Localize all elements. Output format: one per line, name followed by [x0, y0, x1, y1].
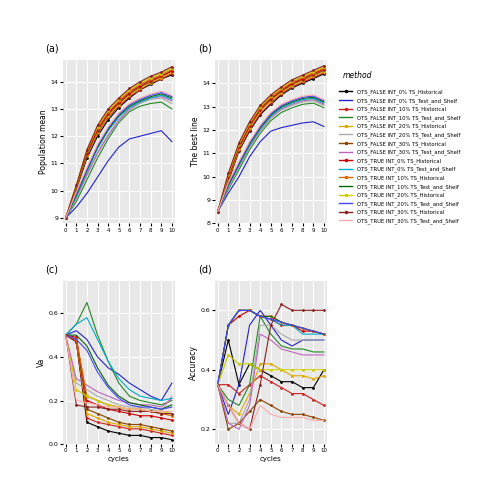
X-axis label: cycles: cycles [260, 456, 281, 462]
Y-axis label: Population mean: Population mean [38, 109, 48, 174]
Text: (a): (a) [46, 44, 59, 54]
Y-axis label: Accuracy: Accuracy [188, 345, 198, 380]
X-axis label: cycles: cycles [108, 456, 130, 462]
Text: (b): (b) [198, 44, 211, 54]
Y-axis label: The best line: The best line [190, 117, 200, 166]
Text: method: method [342, 71, 372, 80]
Legend: OTS_FALSE INT_0% TS_Historical, OTS_FALSE INT_0% TS_Test_and_Shelf, OTS_FALSE IN: OTS_FALSE INT_0% TS_Historical, OTS_FALS… [339, 89, 460, 224]
Y-axis label: Va: Va [36, 358, 46, 367]
Text: (d): (d) [198, 264, 211, 274]
Text: (c): (c) [46, 264, 59, 274]
